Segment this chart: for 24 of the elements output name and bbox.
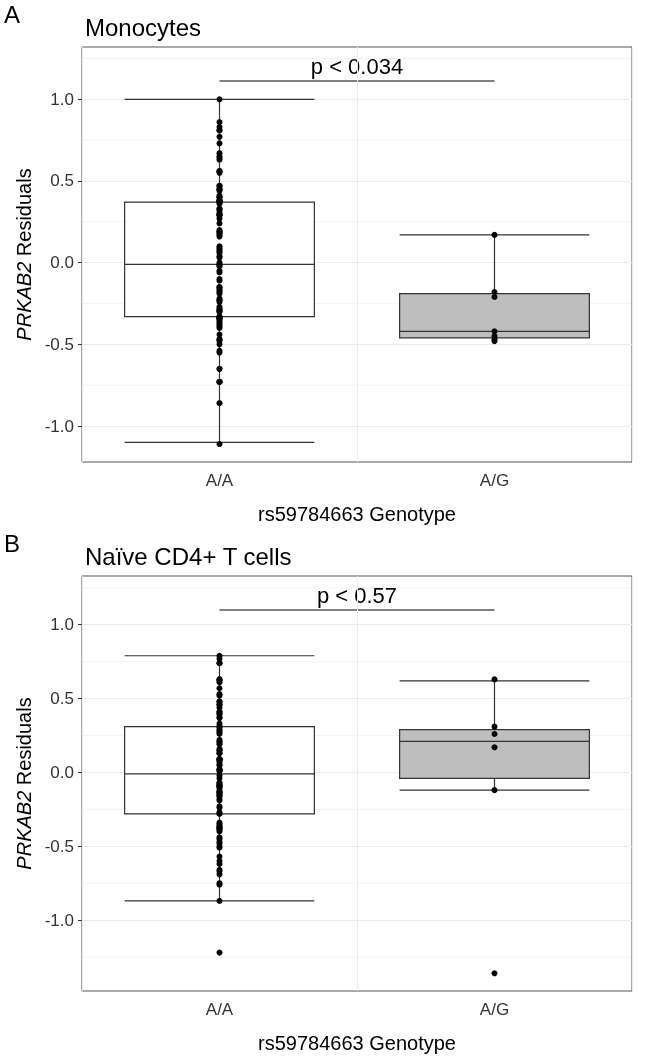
annotation: p < 0.034 [310, 53, 404, 79]
y-tick-label: 0.0 [50, 253, 74, 273]
y-axis-title: PRKAB2 Residuals [12, 697, 35, 870]
text: A [4, 0, 21, 28]
y-tick-label: 0.0 [50, 762, 74, 782]
chart-title: Monocytes [85, 13, 202, 41]
x-tick-label: A/A [205, 1000, 234, 1019]
y-tick-label: 0.5 [50, 689, 74, 709]
y-tick-label: 1.0 [50, 89, 74, 109]
x-tick-label: A/G [479, 471, 510, 490]
annotation: p < 0.57 [316, 582, 398, 608]
y-tick-label: -1.0 [44, 910, 74, 930]
y-tick-label: -0.5 [44, 836, 74, 856]
text: B [4, 529, 21, 557]
x-axis-title: rs59784663 Genotype [258, 1032, 456, 1054]
y-tick-label: -1.0 [44, 416, 74, 436]
x-tick-label: A/A [205, 471, 234, 490]
y-tick-label: -0.5 [44, 334, 74, 354]
chart-title: Naïve CD4+ T cells [85, 542, 292, 570]
y-tick-label: 0.5 [50, 171, 74, 191]
x-tick-label: A/G [479, 1000, 510, 1019]
y-axis-title: PRKAB2 Residuals [12, 168, 35, 341]
x-axis-title: rs59784663 Genotype [258, 503, 456, 525]
y-tick-label: 1.0 [50, 615, 74, 635]
